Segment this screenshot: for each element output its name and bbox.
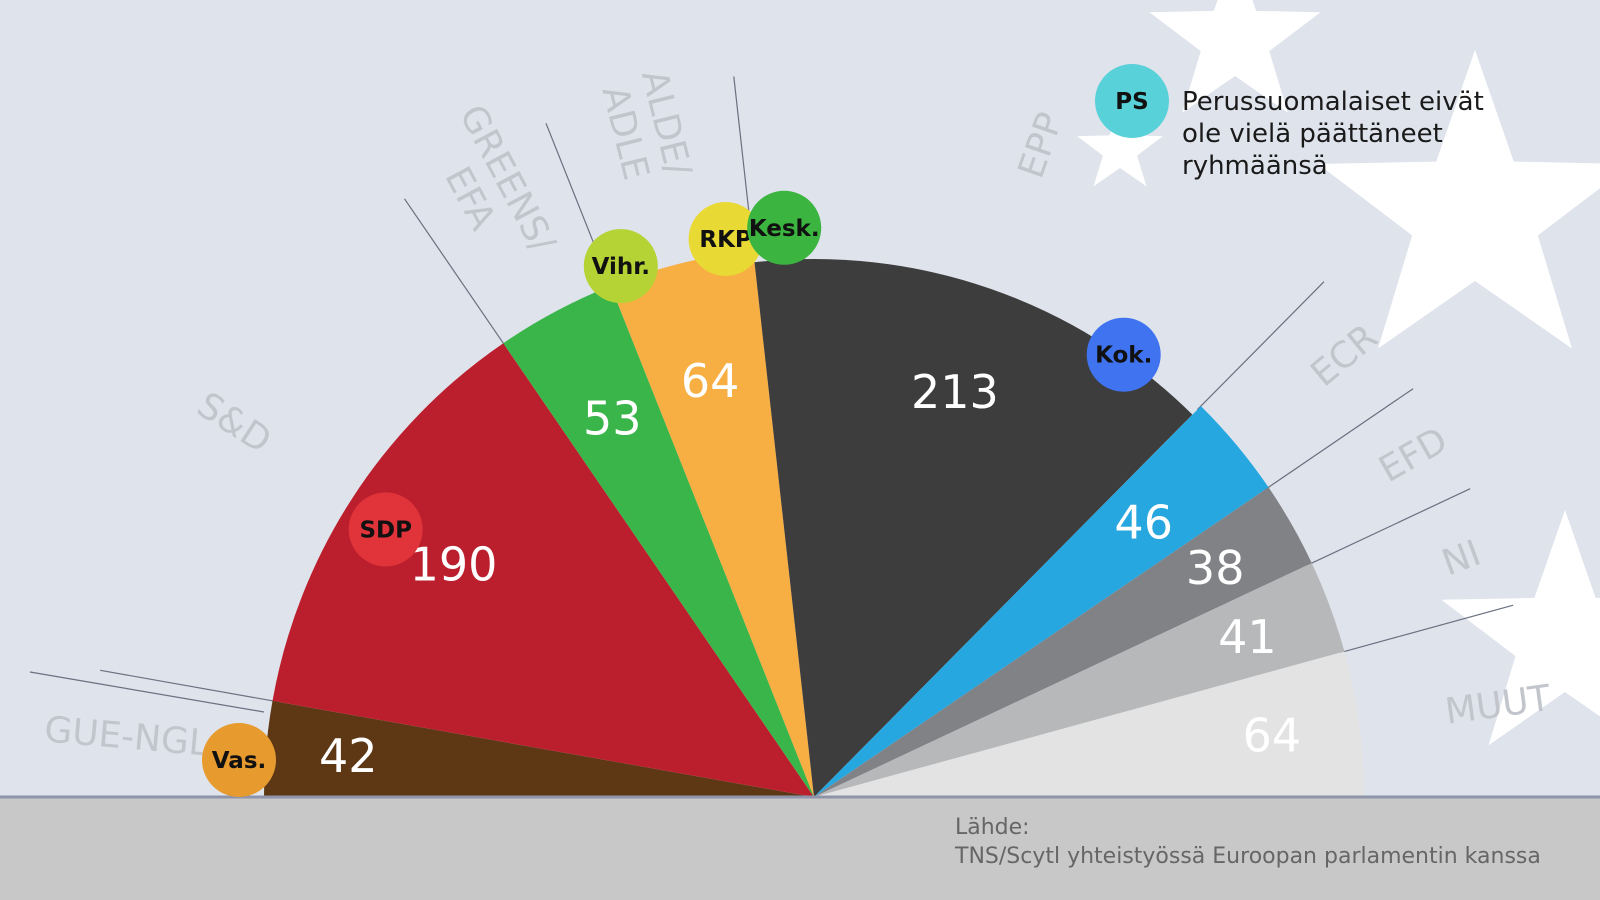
slice-muut [814,651,1364,797]
badge-vihr: Vihr. [583,229,658,304]
badge-rkp: RKP [688,202,763,276]
slice-alde-adle [610,250,814,797]
value-label-alde-adle: 64 [681,354,740,408]
leader-line [404,198,507,348]
star-icon [1318,50,1600,349]
badge-kesk: Kesk. [747,190,822,265]
note-line-3: ryhmäänsä [1182,151,1328,181]
party-badges: Vas. SDP Vihr. RKP Kok. Kesk. [202,190,1161,797]
group-label-ni: NI [1437,533,1486,584]
slice-epp [754,259,1193,798]
group-label-efd: EFD [1372,420,1454,491]
group-label-gue-ngl: GUE-NGL [43,709,211,764]
source-note: Lähde: TNS/Scytl yhteistyössä Euroopan p… [954,815,1541,869]
source-text: TNS/Scytl yhteistyössä Euroopan parlamen… [954,844,1541,869]
slice-s-d [272,343,814,797]
star-icon [1441,510,1600,746]
group-label-greens-efa: GREENS/EFA [414,98,563,279]
seat-slices [264,250,1364,798]
badge-kok: Kok. [1086,317,1161,392]
ps-badge [1095,64,1169,138]
svg-text:Kok.: Kok. [1095,343,1152,369]
badge-sdp: SDP [348,492,423,567]
badge-vas: Vas. [202,723,276,797]
slice-efd [814,487,1312,797]
star-icon [1077,105,1163,187]
leader-line [29,671,265,713]
svg-text:SDP: SDP [359,517,412,543]
leader-line [100,669,278,703]
footer-band [0,797,1600,900]
star-icon [1149,0,1321,113]
leader-line [1196,281,1325,411]
note-line-2: ole vielä päättäneet [1182,119,1443,149]
value-label-muut: 64 [1243,708,1302,762]
value-label-greens-efa: 53 [583,391,642,445]
leader-line [1264,388,1414,491]
value-label-s-d: 190 [410,537,498,591]
value-label-efd: 38 [1186,541,1245,595]
legend-note: PS Perussuomalaiset eivät ole vielä päät… [1095,64,1484,181]
leader-line [1307,488,1471,566]
leader-lines [29,76,1514,713]
value-label-gue-ngl: 42 [319,729,378,783]
value-label-epp: 213 [911,365,999,419]
value-label-ni: 41 [1218,610,1277,664]
group-label-epp: EPP [1011,107,1071,183]
leader-line [1339,604,1514,654]
slice-greens-efa [503,285,814,797]
svg-text:Kesk.: Kesk. [749,216,820,242]
group-label-ecr: ECR [1303,317,1385,395]
group-label-s-d: S&D [190,385,278,462]
slice-gue-ngl [264,700,814,797]
source-title: Lähde: [955,815,1030,840]
star-decorations [1077,0,1600,746]
svg-text:Vas.: Vas. [212,748,267,774]
svg-text:RKP: RKP [699,227,751,253]
slice-ecr [814,406,1269,797]
group-label-muut: MUUT [1443,678,1554,733]
ps-badge-label: PS [1115,89,1148,115]
value-label-ecr: 46 [1114,496,1173,550]
group-label-alde-adle: ALDE/ADLE [592,66,699,191]
slice-ni [814,563,1345,797]
svg-text:Vihr.: Vihr. [592,254,650,280]
note-line-1: Perussuomalaiset eivät [1182,87,1484,117]
